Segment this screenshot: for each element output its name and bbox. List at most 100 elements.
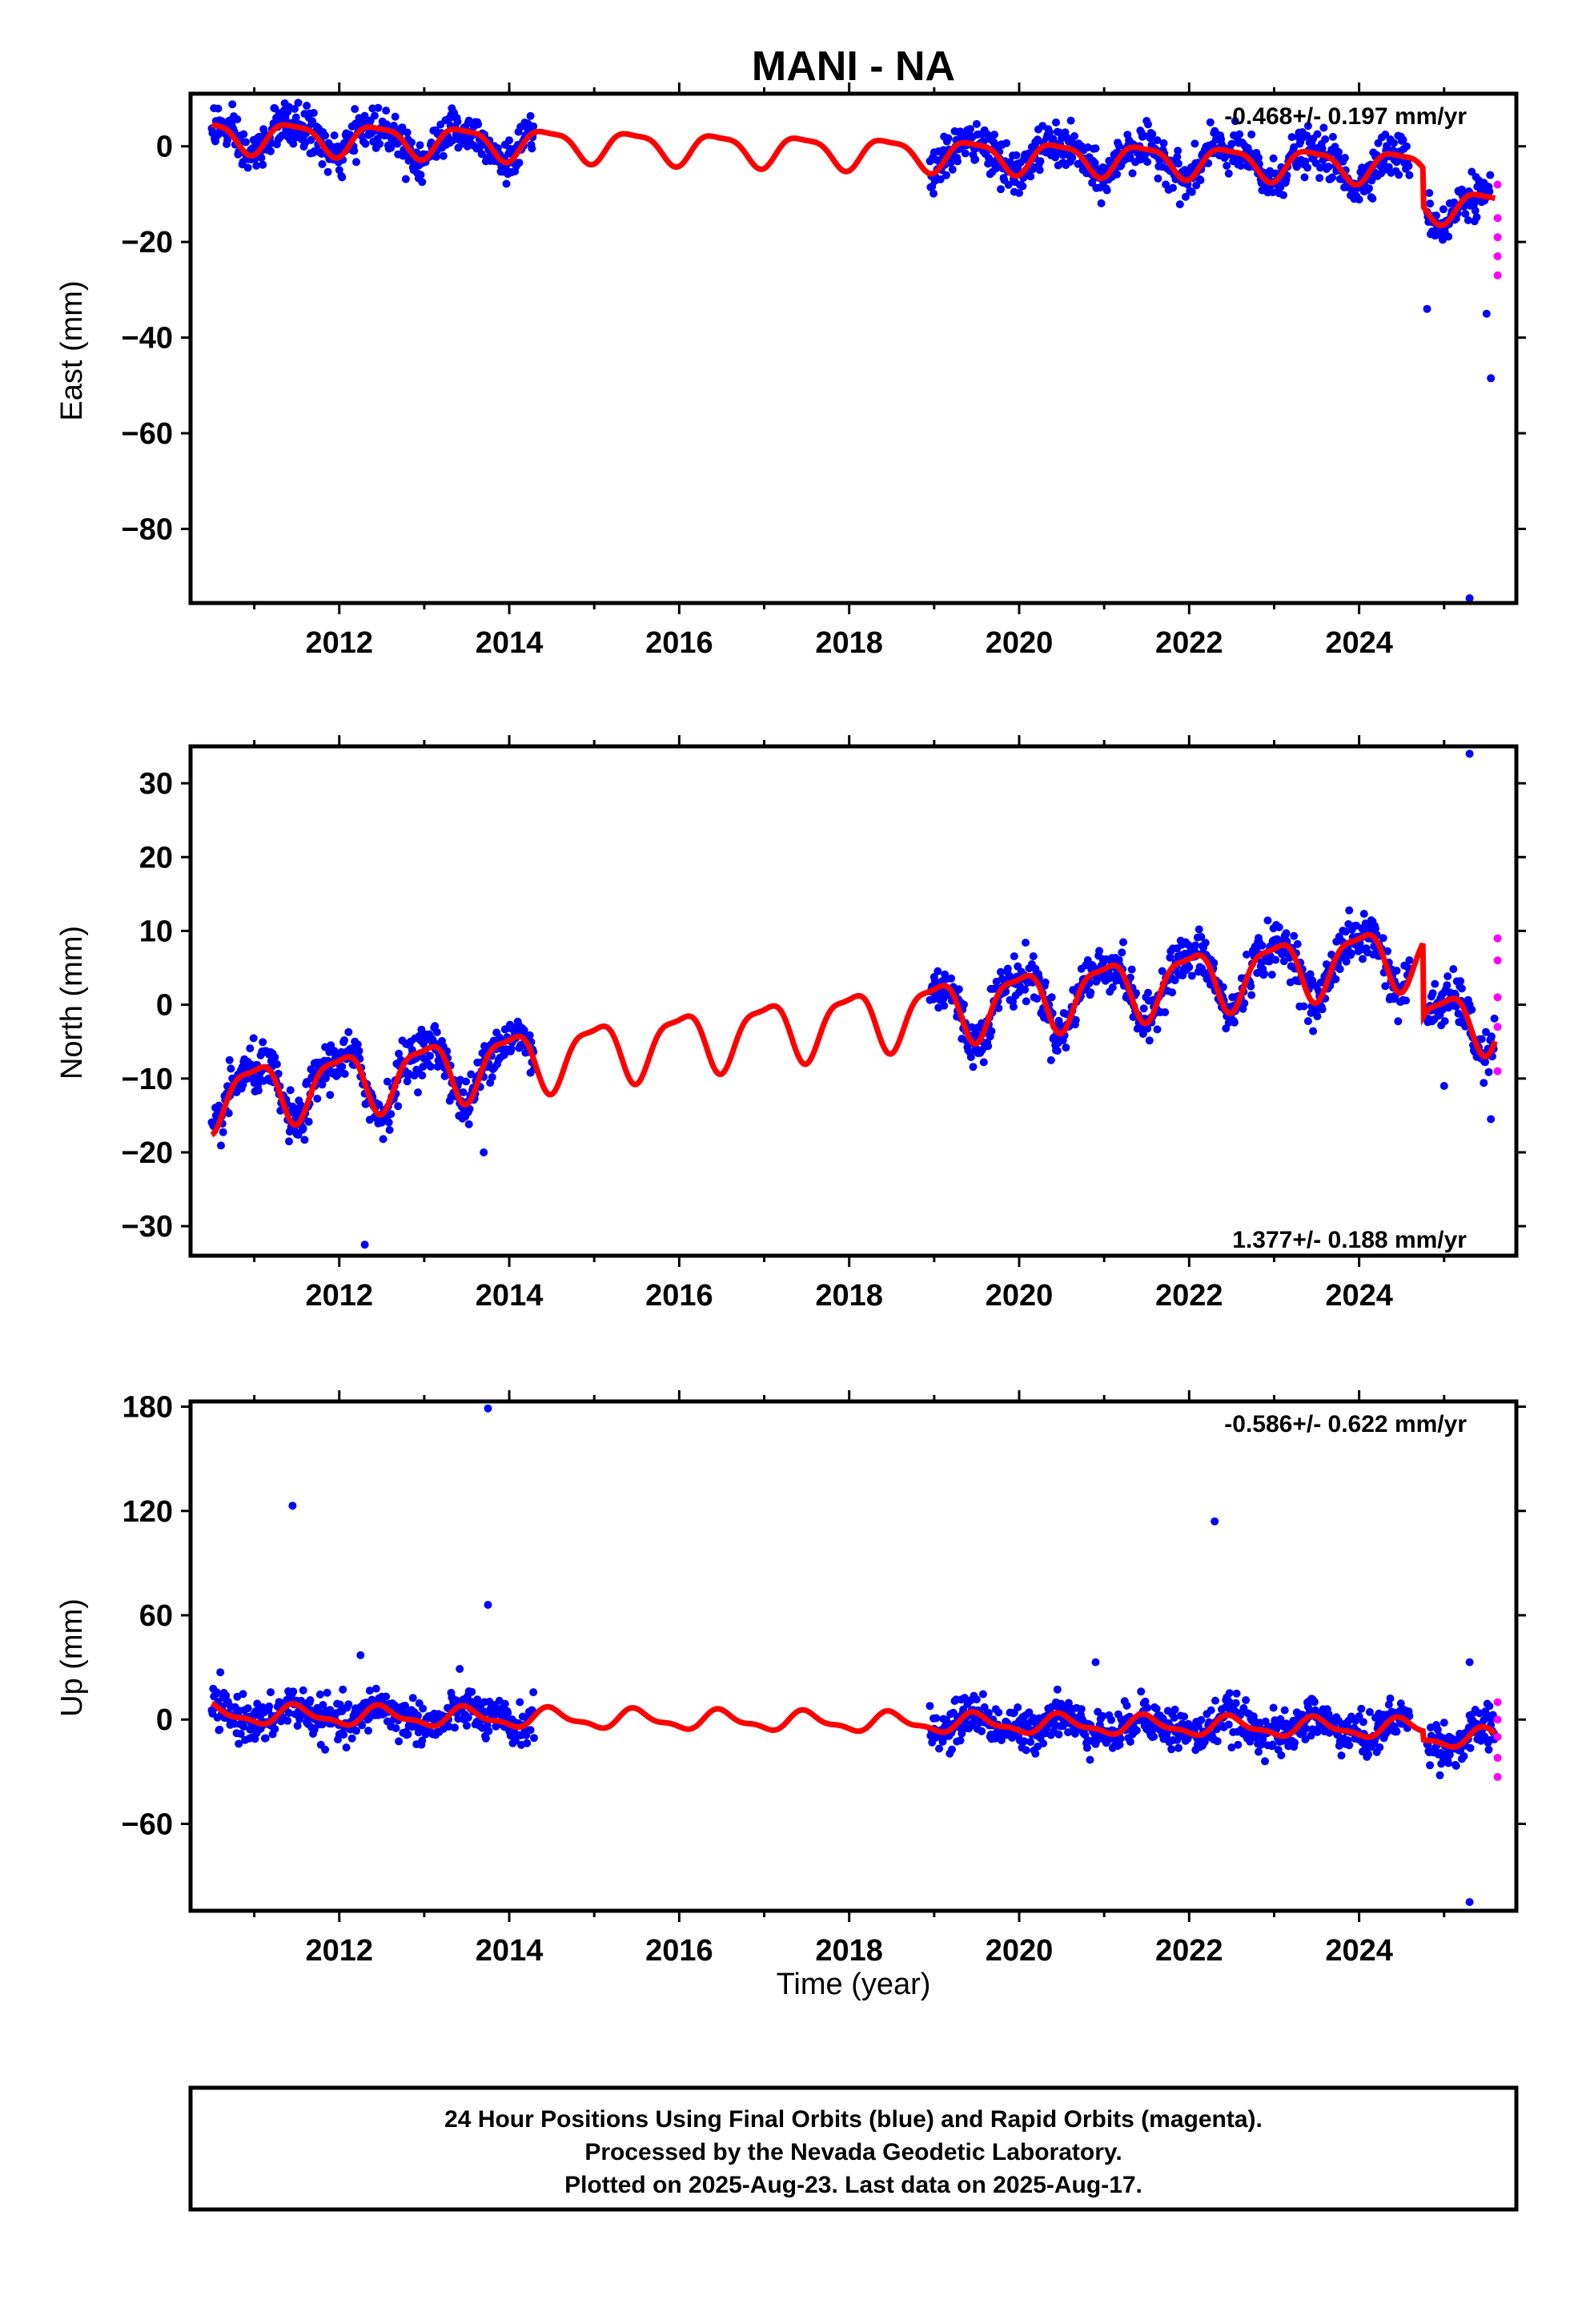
- final-orbit-point: [227, 1064, 235, 1073]
- final-orbit-point: [1381, 982, 1390, 991]
- final-orbit-point: [985, 1708, 993, 1717]
- final-orbit-point: [259, 1038, 267, 1047]
- final-orbit-point: [504, 1708, 512, 1717]
- final-orbit-point: [1319, 123, 1328, 132]
- final-orbit-point: [1383, 947, 1391, 955]
- final-orbit-point: [360, 111, 369, 120]
- final-orbit-point: [1443, 981, 1452, 990]
- final-orbit-point: [997, 1736, 1006, 1744]
- final-orbit-point: [998, 975, 1006, 983]
- final-orbit-point: [1341, 927, 1350, 936]
- final-orbit-point: [480, 1148, 488, 1156]
- final-orbit-point: [1154, 174, 1162, 183]
- final-orbit-point: [215, 1725, 224, 1734]
- final-orbit-point: [1347, 949, 1355, 958]
- final-orbit-point: [942, 171, 950, 179]
- final-orbit-point: [383, 1077, 391, 1086]
- final-orbit-point: [926, 1702, 934, 1711]
- final-orbit-point: [254, 1086, 263, 1095]
- final-orbit-point: [1386, 1694, 1395, 1703]
- final-orbit-point: [463, 1721, 471, 1730]
- up-panel: Up (mm) 180 120 60 0 −60 2012 2014 2016 2018 2020…: [55, 1390, 1526, 1968]
- final-orbit-point: [956, 1736, 965, 1745]
- final-orbit-point: [1095, 947, 1103, 955]
- final-orbit-point: [1139, 1004, 1148, 1013]
- y-tick-label: −30: [122, 1210, 173, 1244]
- final-orbit-point: [1309, 1027, 1318, 1035]
- final-orbit-point: [1390, 139, 1398, 147]
- final-orbit-point: [299, 1686, 307, 1695]
- final-orbit-point: [1364, 1750, 1373, 1759]
- final-orbit-point: [351, 105, 359, 114]
- final-orbit-point: [1197, 1715, 1206, 1724]
- final-orbit-point: [1042, 1723, 1051, 1732]
- final-orbit-point: [1181, 192, 1190, 201]
- final-orbit-point: [239, 1690, 247, 1699]
- final-orbit-point: [432, 152, 440, 161]
- final-orbit-point: [1026, 172, 1035, 181]
- final-orbit-point: [1035, 166, 1044, 175]
- final-orbit-point: [1277, 1751, 1286, 1759]
- final-orbit-point: [1465, 594, 1474, 602]
- final-orbit-point: [414, 1711, 422, 1720]
- final-orbit-point: [1211, 1517, 1219, 1526]
- final-orbit-point: [936, 175, 945, 183]
- x-tick-label: 2018: [815, 626, 883, 660]
- final-orbit-point: [1191, 139, 1199, 148]
- final-orbit-point: [398, 123, 407, 132]
- final-orbit-point: [1242, 1696, 1251, 1704]
- final-orbit-point: [1064, 1699, 1073, 1707]
- final-orbit-point: [426, 1062, 435, 1071]
- north-frame: [188, 744, 1519, 1258]
- final-orbit-point: [335, 1700, 344, 1709]
- x-tick-label: 2012: [305, 1279, 373, 1313]
- final-orbit-point: [966, 125, 974, 134]
- final-orbit-point: [355, 1047, 363, 1055]
- final-orbit-point: [948, 165, 957, 174]
- final-orbit-point: [1279, 191, 1287, 199]
- final-orbit-point: [318, 160, 327, 168]
- final-orbit-point: [448, 136, 457, 145]
- final-orbit-point: [980, 1703, 989, 1711]
- final-orbit-point: [321, 131, 330, 140]
- final-orbit-point: [243, 163, 252, 172]
- final-orbit-point: [1213, 1737, 1222, 1746]
- final-orbit-point: [526, 1726, 535, 1735]
- final-orbit-point: [1014, 1703, 1022, 1711]
- final-orbit-point: [212, 1688, 221, 1697]
- final-orbit-point: [1086, 1755, 1094, 1764]
- final-orbit-point: [1287, 133, 1296, 142]
- final-orbit-point: [249, 1034, 258, 1043]
- final-orbit-point: [1161, 1008, 1170, 1016]
- final-orbit-point: [1357, 1704, 1366, 1713]
- final-orbit-point: [1174, 159, 1182, 168]
- final-orbit-point: [1465, 1658, 1474, 1667]
- final-orbit-point: [451, 1723, 459, 1732]
- x-tick-label: 2024: [1325, 1279, 1393, 1313]
- final-orbit-point: [338, 173, 347, 182]
- final-orbit-point: [1399, 135, 1407, 144]
- final-orbit-point: [1465, 750, 1474, 758]
- final-orbit-point: [1022, 939, 1030, 947]
- final-orbit-point: [1167, 1745, 1176, 1754]
- final-orbit-point: [243, 1704, 252, 1713]
- final-orbit-point: [1405, 956, 1414, 965]
- x-tick-label: 2014: [476, 1279, 544, 1313]
- final-orbit-point: [997, 185, 1005, 194]
- final-orbit-point: [1321, 135, 1330, 143]
- x-tick-label: 2018: [815, 1934, 883, 1968]
- final-orbit-point: [297, 1101, 305, 1110]
- final-orbit-point: [318, 1080, 327, 1089]
- final-orbit-point: [1068, 153, 1077, 162]
- final-orbit-point: [285, 1709, 293, 1717]
- final-orbit-point: [1342, 957, 1351, 966]
- final-orbit-point: [1021, 985, 1030, 994]
- final-orbit-point: [1003, 964, 1012, 973]
- final-orbit-point: [1150, 1732, 1158, 1741]
- final-orbit-point: [242, 138, 250, 147]
- final-orbit-point: [1122, 1701, 1131, 1710]
- east-model-curve: [211, 122, 1496, 228]
- final-orbit-point: [1091, 1658, 1100, 1667]
- final-orbit-point: [224, 1109, 233, 1118]
- final-orbit-point: [300, 1136, 309, 1144]
